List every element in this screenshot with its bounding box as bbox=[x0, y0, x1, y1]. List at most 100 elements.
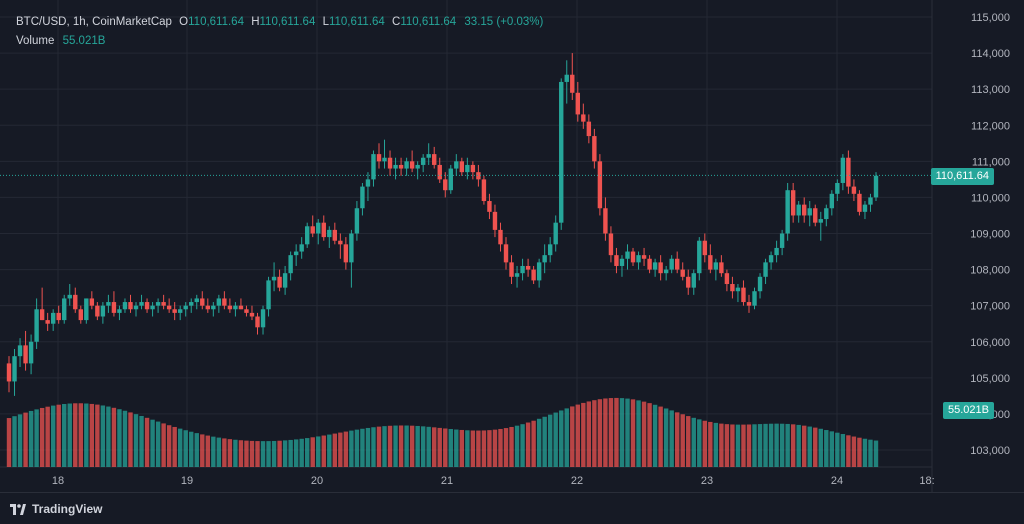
candle-body bbox=[851, 186, 857, 194]
volume-bar bbox=[597, 399, 603, 467]
volume-bar bbox=[354, 429, 360, 467]
candle-body bbox=[724, 273, 730, 285]
candle-body bbox=[432, 154, 437, 165]
tradingview-logo[interactable]: TradingView bbox=[10, 502, 102, 516]
candle-body bbox=[205, 305, 211, 310]
brand-name: TradingView bbox=[32, 502, 103, 516]
candle-body bbox=[34, 309, 39, 342]
volume-bar bbox=[282, 440, 288, 467]
candle-body bbox=[23, 345, 28, 364]
volume-bar bbox=[862, 438, 868, 467]
volume-bar bbox=[763, 423, 768, 467]
candle-body bbox=[741, 287, 746, 303]
volume-bar bbox=[857, 437, 862, 467]
candle-body bbox=[674, 258, 680, 270]
candle-body bbox=[520, 265, 525, 274]
candle-body bbox=[354, 208, 360, 234]
candle-body bbox=[625, 251, 630, 259]
candle-body bbox=[531, 269, 536, 281]
candle-body bbox=[398, 164, 404, 169]
volume-bar bbox=[150, 419, 155, 467]
candle-body bbox=[802, 204, 807, 216]
volume-bar bbox=[802, 425, 807, 467]
candle-body bbox=[586, 121, 592, 137]
volume-bar bbox=[56, 404, 61, 467]
candle-body bbox=[846, 157, 851, 187]
volume-bar bbox=[680, 414, 685, 467]
legend-interval: 1h bbox=[72, 16, 86, 28]
candle-body bbox=[260, 309, 266, 328]
candle-body bbox=[503, 244, 509, 263]
volume-bar bbox=[34, 409, 39, 467]
volume-bar bbox=[608, 398, 614, 467]
candle-body bbox=[476, 172, 481, 180]
volume-bar bbox=[603, 398, 608, 467]
volume-bar bbox=[216, 437, 222, 467]
candle-body bbox=[84, 298, 89, 321]
time-tick-label: 18: bbox=[919, 475, 934, 487]
candle-body bbox=[553, 222, 558, 245]
volume-bar bbox=[465, 430, 470, 467]
candle-body bbox=[365, 179, 371, 187]
candle-body bbox=[785, 190, 790, 234]
legend-row-ohlc: BTC/USD, 1h, CoinMarketCap O110,611.64 H… bbox=[16, 16, 544, 28]
volume-bar bbox=[840, 434, 846, 467]
volume-bar bbox=[238, 440, 244, 467]
volume-bar bbox=[316, 436, 321, 467]
price-chart[interactable]: 103,000104,000105,000106,000107,000108,0… bbox=[0, 0, 1024, 492]
price-tick-label: 111,000 bbox=[972, 156, 1010, 168]
candle-body bbox=[133, 305, 139, 310]
volume-bar bbox=[420, 426, 426, 467]
volume-bar bbox=[144, 417, 150, 467]
candle-body bbox=[233, 305, 238, 310]
volume-bar bbox=[719, 423, 724, 467]
candle-body bbox=[426, 154, 431, 158]
volume-bar bbox=[752, 424, 757, 467]
candle-body bbox=[597, 161, 603, 209]
candle-body bbox=[730, 284, 735, 292]
candle-body bbox=[404, 161, 409, 169]
candle-body bbox=[293, 251, 299, 256]
candle-body bbox=[658, 262, 663, 274]
volume-bar bbox=[498, 428, 503, 467]
volume-bar bbox=[768, 423, 774, 467]
candle-body bbox=[487, 201, 492, 212]
volume-bar bbox=[50, 405, 56, 467]
candle-body bbox=[536, 262, 542, 281]
volume-bar bbox=[746, 424, 752, 467]
candle-body bbox=[216, 298, 222, 306]
candle-body bbox=[763, 262, 768, 277]
candle-body bbox=[177, 309, 183, 313]
candle-body bbox=[310, 226, 315, 234]
candle-body bbox=[813, 208, 818, 223]
candle-body bbox=[465, 164, 470, 173]
volume-bar bbox=[321, 435, 326, 467]
volume-bar bbox=[702, 420, 708, 467]
volume-bar bbox=[454, 429, 459, 467]
candle-body bbox=[752, 291, 757, 306]
price-tick-label: 113,000 bbox=[971, 84, 1010, 96]
candle-body bbox=[680, 269, 685, 277]
candle-body bbox=[603, 208, 608, 234]
legend-source: CoinMarketCap bbox=[92, 16, 172, 28]
time-tick-label: 24 bbox=[831, 475, 843, 487]
price-axis[interactable]: 103,000104,000105,000106,000107,000108,0… bbox=[970, 12, 1010, 457]
volume-bar bbox=[824, 430, 829, 467]
volume-bar bbox=[625, 398, 630, 467]
candle-body bbox=[89, 298, 95, 306]
volume-bar bbox=[244, 440, 249, 467]
time-axis[interactable]: 18 19 20 21 22 23 24 18: bbox=[52, 475, 935, 487]
volume-bar bbox=[338, 432, 343, 467]
volume-bar bbox=[730, 424, 735, 467]
candle-body bbox=[829, 193, 835, 209]
volume-bar bbox=[663, 408, 669, 467]
candle-body bbox=[459, 161, 465, 173]
volume-bar bbox=[785, 423, 790, 467]
legend-symbol: BTC/USD bbox=[16, 16, 67, 28]
candle-body bbox=[719, 262, 724, 274]
volume-bar bbox=[536, 418, 542, 467]
volume-bar bbox=[547, 414, 553, 467]
volume-bar bbox=[249, 440, 255, 467]
candle-body bbox=[713, 262, 719, 270]
volume-bar bbox=[735, 424, 741, 467]
